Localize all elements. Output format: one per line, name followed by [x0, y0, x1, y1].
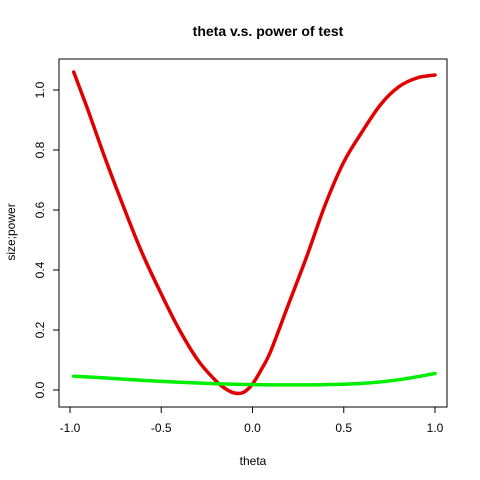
y-tick-label: 0.6	[33, 201, 47, 218]
series-line-0	[71, 70, 437, 396]
x-tick-label: -0.5	[151, 421, 172, 435]
series-layer	[71, 70, 437, 396]
x-axis-label: theta	[240, 454, 267, 468]
x-axis: -1.0 -0.5 0.0 0.5 1.0	[60, 407, 444, 435]
y-tick-label: 1.0	[33, 81, 47, 98]
y-tick-label: 0.2	[33, 321, 47, 338]
y-tick-label: 0.0	[33, 381, 47, 398]
series-line-1	[71, 371, 437, 387]
y-tick-label: 0.4	[33, 261, 47, 278]
x-tick-label: 0.0	[244, 421, 261, 435]
y-axis-label: size;power	[4, 203, 18, 260]
x-tick-label: 0.5	[335, 421, 352, 435]
plot-box	[58, 58, 448, 408]
x-tick-label: -1.0	[60, 421, 81, 435]
chart-title: theta v.s. power of test	[193, 23, 344, 39]
y-tick-label: 0.8	[33, 141, 47, 158]
x-tick-label: 1.0	[427, 421, 444, 435]
y-axis: 0.0 0.2 0.4 0.6 0.8 1.0	[33, 81, 59, 398]
